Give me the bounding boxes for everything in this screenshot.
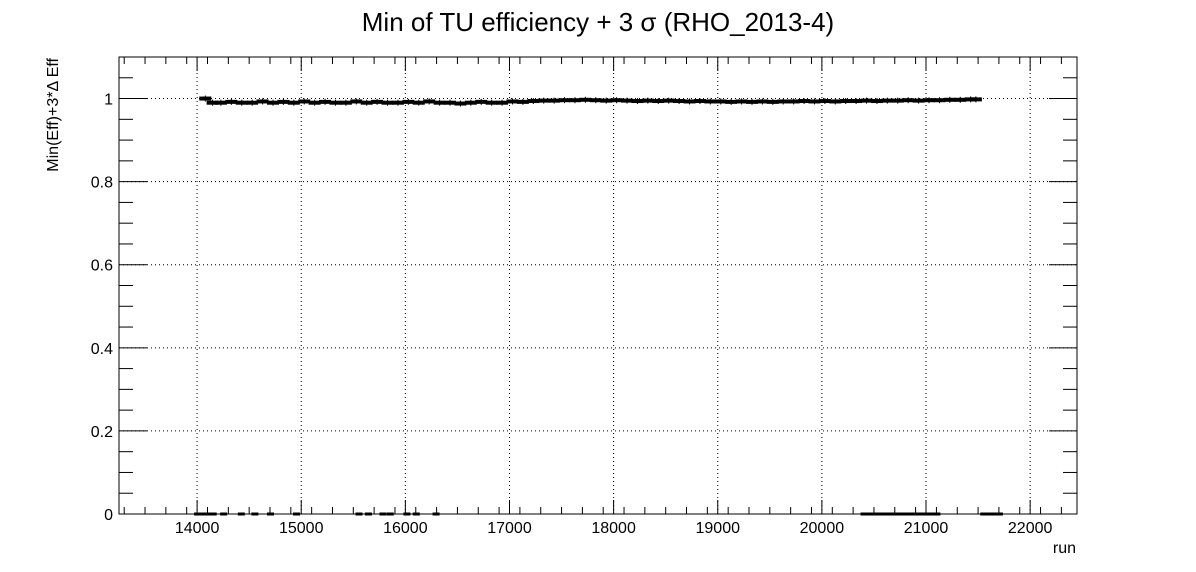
x-tick-label: 14000: [175, 520, 220, 537]
x-tick-label: 18000: [591, 520, 636, 537]
x-tick-label: 22000: [1008, 520, 1053, 537]
x-tick-label: 17000: [487, 520, 532, 537]
plot-frame: [118, 56, 1078, 515]
x-axis-title: run: [1053, 540, 1076, 557]
y-tick-label: 0.4: [91, 341, 113, 358]
labels-layer: 14000 15000 16000 17000 18000 19000 20000 21000…: [91, 92, 1053, 537]
x-tick-label: 20000: [800, 520, 845, 537]
x-tick-label: 16000: [383, 520, 428, 537]
x-tick-label: 21000: [904, 520, 949, 537]
y-tick-label: 0.2: [91, 424, 113, 441]
y-tick-label: 0.8: [91, 175, 113, 192]
y-tick-label: 0: [104, 507, 113, 524]
y-tick-label: 1: [104, 92, 113, 109]
grid-layer: [119, 57, 1077, 515]
x-tick-label: 19000: [696, 520, 741, 537]
x-tick-label: 15000: [279, 520, 324, 537]
y-tick-label: 0.6: [91, 258, 113, 275]
y-axis-title: Min(Eff)+3*Δ Eff: [45, 57, 62, 171]
chart-title: Min of TU efficiency + 3 σ (RHO_2013-4): [362, 7, 834, 37]
